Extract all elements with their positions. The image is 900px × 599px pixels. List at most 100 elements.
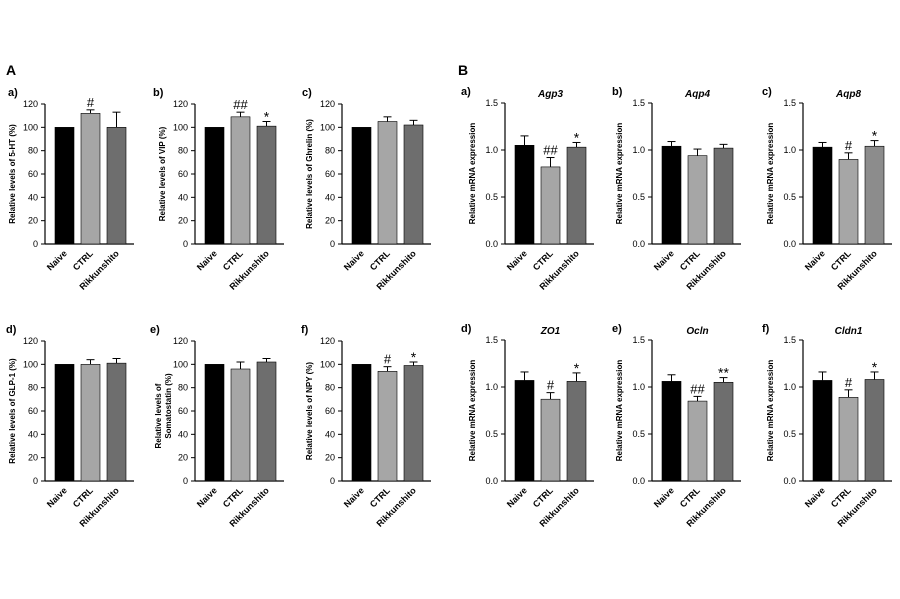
y-tick-label: 60 <box>28 406 38 416</box>
y-axis-label-line: Relative levels of <box>154 383 163 448</box>
bar <box>204 364 225 482</box>
significance-mark: # <box>384 352 392 367</box>
y-axis-label: Relative levels of VIP (%) <box>158 126 167 221</box>
x-tick-label: Naive <box>45 248 69 272</box>
y-tick-label: 20 <box>28 453 38 463</box>
y-tick-label: 100 <box>173 122 188 132</box>
significance-mark: ## <box>233 97 248 112</box>
significance-mark: ## <box>543 143 558 158</box>
bar <box>80 364 101 482</box>
y-tick-label: 120 <box>320 99 335 109</box>
y-axis-label: Relative mRNA expression <box>766 360 775 462</box>
y-tick-label: 1.0 <box>783 382 796 392</box>
y-tick-label: 0.5 <box>632 429 645 439</box>
y-tick-label: 0.0 <box>632 239 645 249</box>
bar <box>377 121 398 245</box>
y-tick-label: 80 <box>178 383 188 393</box>
y-tick-label: 100 <box>23 122 38 132</box>
y-tick-label: 1.5 <box>783 335 796 345</box>
y-tick-label: 0.0 <box>485 476 498 486</box>
x-tick-label: Naive <box>342 248 366 272</box>
y-tick-label: 40 <box>28 192 38 202</box>
significance-mark: * <box>872 359 878 375</box>
x-tick-label: Naive <box>803 485 827 509</box>
y-axis-label-line: Somatostatin (%) <box>164 373 173 439</box>
y-tick-label: 80 <box>28 146 38 156</box>
significance-mark: * <box>264 109 270 125</box>
x-tick-label: Naive <box>505 485 529 509</box>
bar <box>351 127 372 245</box>
bar <box>54 127 75 245</box>
x-tick-label: Naive <box>195 485 219 509</box>
bar <box>864 145 885 245</box>
chart-title: Ocln <box>686 326 708 337</box>
panel-a-label: A <box>6 62 17 78</box>
x-tick-label: CTRL <box>71 248 95 272</box>
bar <box>204 127 225 245</box>
y-tick-label: 1.0 <box>783 145 796 155</box>
y-tick-label: 1.5 <box>485 335 498 345</box>
subplot-label: b) <box>153 87 164 99</box>
bar <box>230 116 251 245</box>
y-axis-label: Relative levels of NPY (%) <box>305 362 314 460</box>
bar <box>54 364 75 482</box>
y-tick-label: 120 <box>23 99 38 109</box>
x-tick-label: CTRL <box>678 485 702 509</box>
y-axis-label: Relative levels ofSomatostatin (%) <box>154 373 173 448</box>
bar <box>377 371 398 482</box>
bar <box>687 155 708 245</box>
y-tick-label: 20 <box>325 216 335 226</box>
y-tick-label: 80 <box>28 383 38 393</box>
bar <box>838 397 859 482</box>
significance-mark: * <box>574 360 580 376</box>
y-axis-label: Relative levels of GLP-1 (%) <box>8 358 17 464</box>
x-tick-label: Naive <box>652 248 676 272</box>
y-tick-label: 1.0 <box>485 145 498 155</box>
bar <box>80 113 101 245</box>
x-tick-label: CTRL <box>829 248 853 272</box>
y-tick-label: 0.0 <box>632 476 645 486</box>
y-tick-label: 120 <box>320 336 335 346</box>
y-axis-label: Relative mRNA expression <box>468 123 477 225</box>
chart-title: Agp3 <box>537 89 563 100</box>
y-tick-label: 0.0 <box>783 476 796 486</box>
bar <box>864 379 885 482</box>
x-tick-label: CTRL <box>531 248 555 272</box>
x-tick-label: CTRL <box>368 248 392 272</box>
significance-mark: * <box>411 349 417 365</box>
bar <box>106 127 127 245</box>
y-tick-label: 100 <box>320 122 335 132</box>
bar <box>230 368 251 482</box>
subplot-label: b) <box>612 86 623 98</box>
bar <box>713 147 734 245</box>
y-tick-label: 1.0 <box>632 145 645 155</box>
y-tick-label: 120 <box>173 99 188 109</box>
y-axis-label: Relative levels of 5-HT (%) <box>8 124 17 224</box>
subplot-label: d) <box>6 324 17 336</box>
y-tick-label: 100 <box>320 359 335 369</box>
x-tick-label: Naive <box>803 248 827 272</box>
y-tick-label: 100 <box>23 359 38 369</box>
x-tick-label: CTRL <box>531 485 555 509</box>
bar <box>812 146 833 245</box>
x-tick-label: Naive <box>342 485 366 509</box>
y-tick-label: 1.5 <box>485 98 498 108</box>
bar <box>566 381 587 482</box>
y-tick-label: 20 <box>325 453 335 463</box>
y-tick-label: 0.5 <box>485 192 498 202</box>
bar <box>351 364 372 482</box>
y-tick-label: 60 <box>28 169 38 179</box>
bar <box>403 124 424 245</box>
bar <box>514 145 535 245</box>
subplot-label: e) <box>612 323 622 335</box>
bar <box>256 361 277 482</box>
y-tick-label: 60 <box>325 169 335 179</box>
y-tick-label: 0 <box>330 239 335 249</box>
x-tick-label: CTRL <box>221 485 245 509</box>
y-axis-label: Relative mRNA expression <box>468 360 477 462</box>
subplot-label: a) <box>461 86 471 98</box>
y-axis-label: Relative mRNA expression <box>615 360 624 462</box>
significance-mark: * <box>574 129 580 145</box>
